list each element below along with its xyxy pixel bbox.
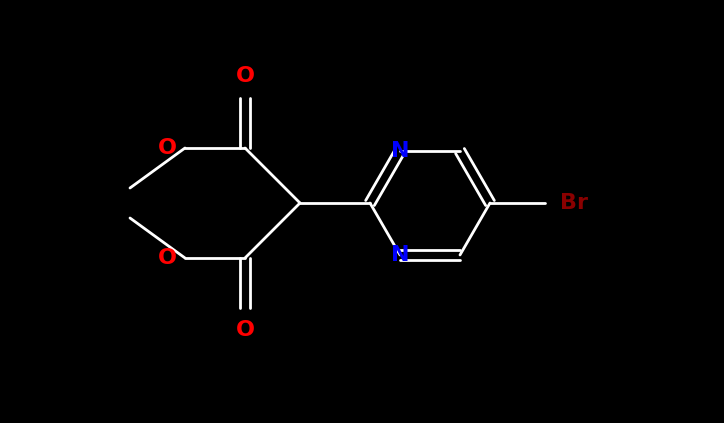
Text: O: O — [158, 138, 177, 158]
Text: O: O — [235, 320, 255, 340]
Text: N: N — [391, 245, 409, 265]
Text: N: N — [391, 141, 409, 161]
Text: O: O — [235, 66, 255, 86]
Text: Br: Br — [560, 193, 588, 213]
Text: O: O — [158, 248, 177, 268]
